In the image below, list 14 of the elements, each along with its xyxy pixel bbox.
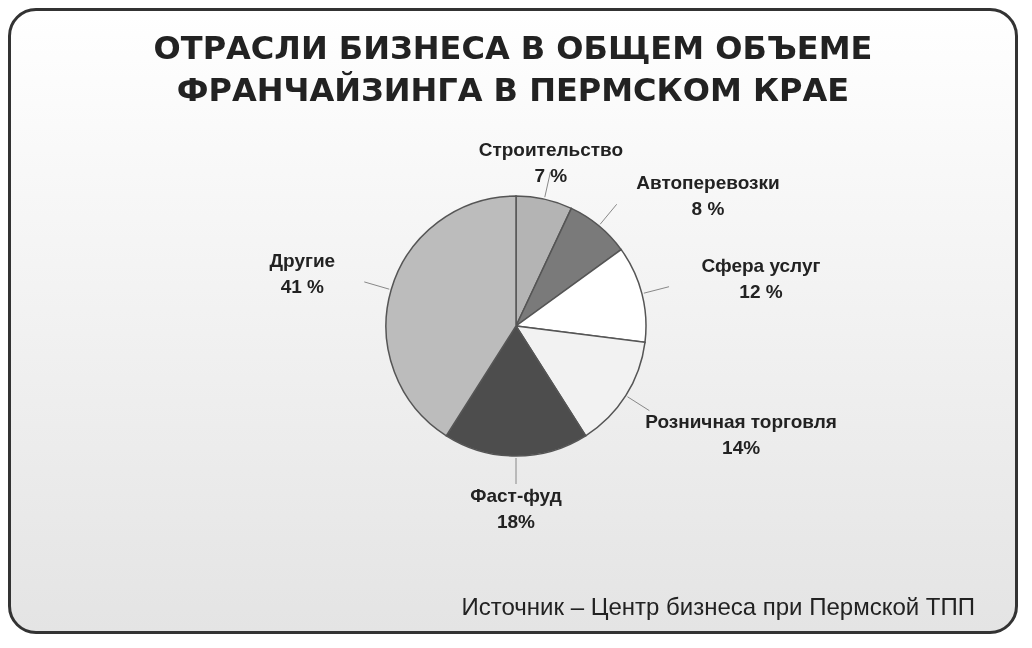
slice-label: Сфера услуг [701,255,821,277]
data-label: 7 % [534,164,568,186]
slice-label: Автоперевозки [636,171,780,193]
text: Источник – Центр бизнеса при Пермской ТПП [461,593,975,621]
data-label: 12 % [739,281,783,303]
data-label: 41 % [280,276,325,298]
slice-label: Розничная торговля [645,410,837,432]
chart-title: ОТРАСЛИ БИЗНЕСА В ОБЩЕМ ОБЪЕМЕ ФРАНЧАЙЗИНГА В ПЕРМСКОМ КРАЕ [152,28,874,111]
slice-label: Другие [269,250,336,272]
slice-label: Фаст-фуд [470,485,562,506]
data-label: 8 % [691,197,725,219]
data-label: 18% [496,511,536,532]
slice-label: Строительство [478,138,624,160]
data-label: 14% [722,436,761,458]
